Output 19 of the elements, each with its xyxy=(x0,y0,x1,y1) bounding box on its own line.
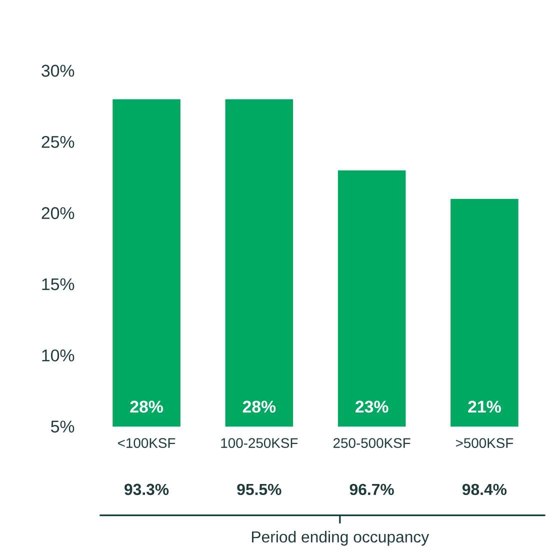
x-tick-label: <100KSF xyxy=(118,438,176,448)
y-tick-label: 30% xyxy=(42,64,74,77)
text: 93.3% xyxy=(124,484,169,496)
data-label: 28% xyxy=(242,400,276,413)
text: 98.4% xyxy=(462,484,507,496)
x-tick-label: 100-250KSF xyxy=(221,438,298,448)
y-tick-label: 25% xyxy=(42,136,74,148)
y-tick-label: 20% xyxy=(42,207,74,220)
data-label: 21% xyxy=(468,400,501,413)
x-tick-label: >500KSF xyxy=(456,438,514,448)
x-tick-label: 250-500KSF xyxy=(333,438,410,448)
y-tick-label: 5% xyxy=(50,420,74,433)
text: 95.5% xyxy=(237,484,282,496)
y-tick-label: 10% xyxy=(42,349,74,362)
data-label: 28% xyxy=(130,400,163,413)
text: Period ending occupancy xyxy=(252,530,430,546)
text: 96.7% xyxy=(350,484,394,496)
data-label: 23% xyxy=(355,400,388,413)
y-tick-label: 15% xyxy=(42,278,74,290)
